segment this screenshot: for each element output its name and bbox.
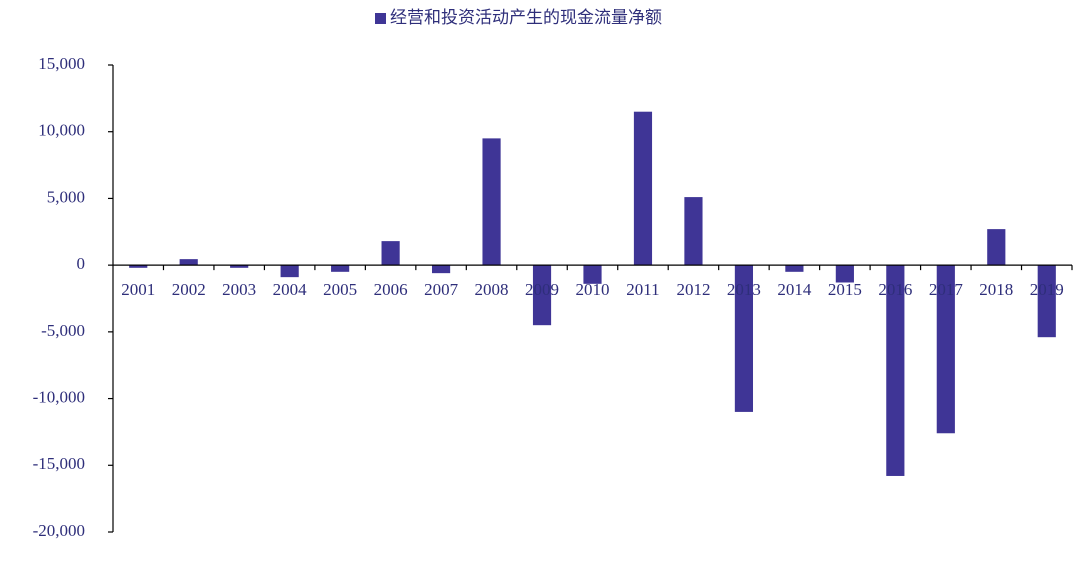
bar <box>785 265 804 272</box>
bar <box>583 265 602 284</box>
x-tick-label: 2012 <box>676 280 710 299</box>
x-tick-label: 2004 <box>273 280 308 299</box>
x-tick-label: 2010 <box>576 280 610 299</box>
bar <box>230 265 249 268</box>
y-tick-label: 15,000 <box>38 54 85 73</box>
x-tick-label: 2011 <box>626 280 659 299</box>
y-tick-label: -10,000 <box>33 387 85 406</box>
bar <box>331 265 350 272</box>
x-tick-label: 2018 <box>979 280 1013 299</box>
bar <box>734 265 754 412</box>
y-tick-label: -20,000 <box>33 521 85 540</box>
bar <box>482 138 501 266</box>
x-tick-label: 2017 <box>929 280 964 299</box>
y-tick-label: -15,000 <box>33 454 85 473</box>
x-tick-label: 2014 <box>777 280 812 299</box>
bar <box>129 265 148 268</box>
legend-label: 经营和投资活动产生的现金流量净额 <box>390 8 662 27</box>
bar <box>179 259 198 266</box>
x-tick-label: 2005 <box>323 280 357 299</box>
bar <box>886 265 905 476</box>
bar <box>1037 265 1056 338</box>
bar <box>381 241 400 266</box>
bar <box>633 111 653 266</box>
x-tick-label: 2009 <box>525 280 559 299</box>
bar <box>431 265 451 274</box>
y-tick-label: 5,000 <box>47 187 85 206</box>
x-tick-label: 2019 <box>1030 280 1064 299</box>
bar <box>987 229 1006 266</box>
x-tick-label: 2015 <box>828 280 862 299</box>
legend-swatch <box>375 13 386 24</box>
y-tick-label: -5,000 <box>41 321 85 340</box>
x-tick-label: 2007 <box>424 280 459 299</box>
x-tick-label: 2008 <box>475 280 509 299</box>
bar <box>684 197 703 266</box>
bar <box>936 265 955 434</box>
y-tick-label: 10,000 <box>38 121 85 140</box>
x-tick-label: 2003 <box>222 280 256 299</box>
x-tick-label: 2016 <box>878 280 912 299</box>
x-tick-label: 2013 <box>727 280 761 299</box>
bar <box>835 265 854 283</box>
bar <box>532 265 552 326</box>
x-tick-label: 2002 <box>172 280 206 299</box>
x-tick-label: 2006 <box>374 280 408 299</box>
bar <box>280 265 299 278</box>
y-tick-label: 0 <box>77 254 86 273</box>
x-tick-label: 2001 <box>121 280 155 299</box>
